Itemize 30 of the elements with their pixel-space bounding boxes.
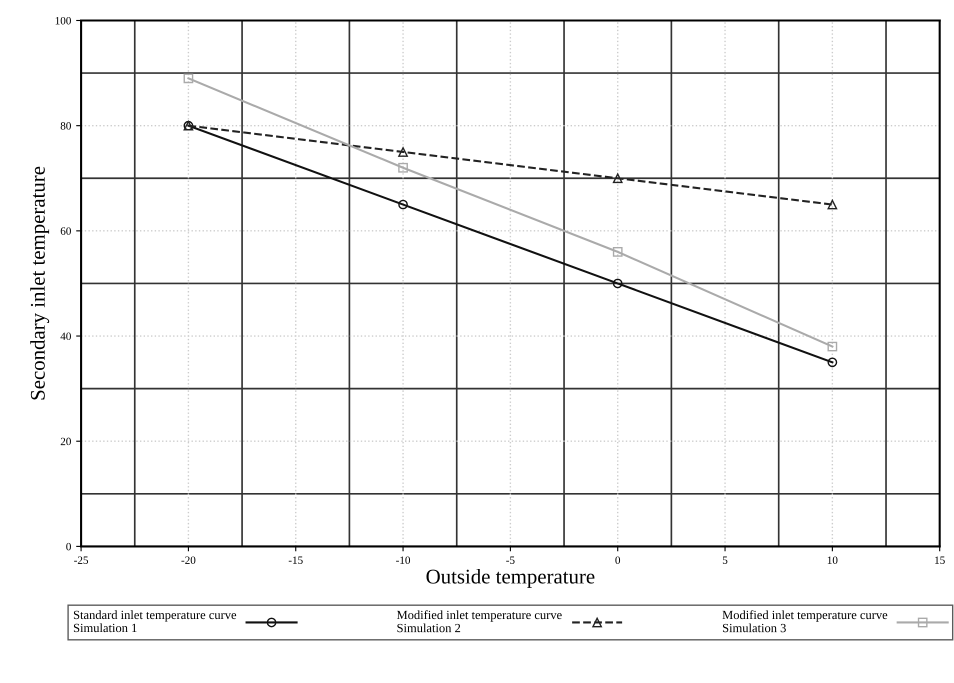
y-tick-label: 100	[56, 16, 71, 24]
y-tick-label: 80	[60, 122, 71, 130]
x-tick-label: -20	[181, 556, 196, 564]
x-tick-label: 5	[722, 556, 728, 564]
x-tick-label: -10	[396, 556, 410, 564]
point	[828, 200, 838, 210]
x-tick-label: 15	[935, 556, 945, 564]
x-axis-title: Outside temperature	[426, 568, 594, 588]
point	[612, 247, 623, 257]
y-axis-title: Secondary inlet temperature	[30, 166, 50, 400]
y-tick-label: 40	[60, 332, 71, 340]
point	[612, 173, 623, 184]
x-tick-label: -25	[74, 556, 88, 564]
legend-label: Modified inlet temperature curve Simulation 3	[722, 610, 888, 632]
point	[828, 357, 838, 368]
x-tick-label: 0	[615, 556, 620, 564]
legend-label: Modified inlet temperature curve Simulation 2	[396, 610, 562, 632]
legend-label: Standard inlet temperature curve Simulation 1	[74, 610, 236, 632]
point	[398, 147, 408, 157]
point	[184, 73, 194, 84]
y-tick-label: 20	[60, 438, 71, 446]
y-tick-label: 0	[66, 542, 71, 550]
x-tick-label: -5	[506, 556, 515, 564]
point	[398, 200, 408, 210]
point	[398, 162, 408, 173]
point	[612, 278, 623, 288]
y-tick-label: 60	[60, 227, 71, 235]
point	[828, 342, 838, 352]
x-tick-label: 10	[828, 556, 838, 564]
x-tick-label: -15	[288, 556, 303, 564]
